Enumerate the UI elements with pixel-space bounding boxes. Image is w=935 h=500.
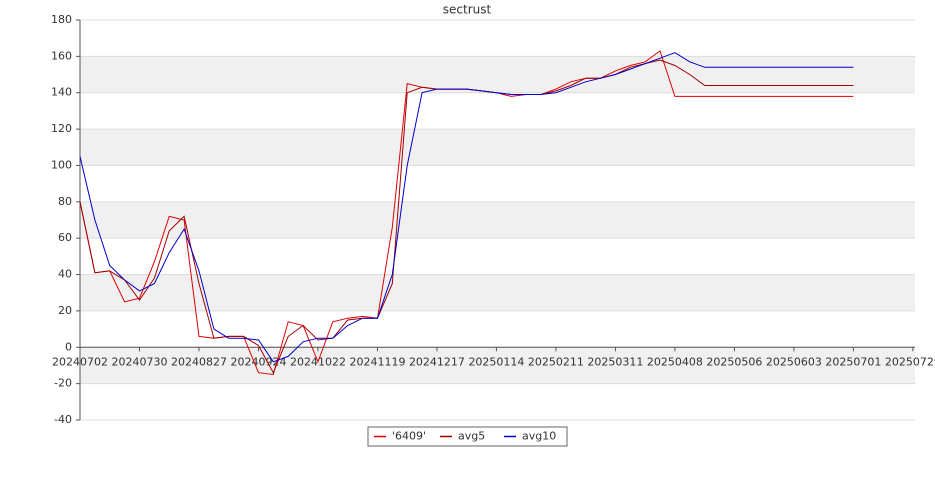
x-tick-label: 20250701 [825,355,881,368]
y-tick-label: 80 [58,195,72,208]
x-tick-label: 20250603 [766,355,822,368]
y-tick-label: 60 [58,231,72,244]
x-tick-label: 20241217 [409,355,465,368]
y-tick-label: 160 [51,49,72,62]
x-tick-label: 20241119 [349,355,405,368]
y-tick-label: 40 [58,268,72,281]
x-tick-label: 20250311 [587,355,643,368]
x-tick-label: 20240827 [171,355,227,368]
y-tick-label: 120 [51,122,72,135]
y-tick-label: 0 [65,340,72,353]
legend-label: '6409' [392,430,426,443]
grid-band [80,201,915,239]
grid-band [80,129,915,166]
x-tick-label: 20250211 [528,355,584,368]
grid-band [80,56,915,93]
x-tick-label: 20250114 [468,355,524,368]
y-tick-label: 100 [51,158,72,171]
x-tick-label: 20240702 [52,355,108,368]
y-tick-label: 20 [58,304,72,317]
y-tick-label: 140 [51,86,72,99]
legend-label: avg10 [522,430,556,443]
grid-band [80,274,915,311]
x-tick-label: 20250408 [647,355,703,368]
series-line [79,52,854,363]
x-tick-label: 20250729 [885,355,935,368]
x-tick-label: 20250506 [706,355,762,368]
grid-band [80,347,915,384]
y-tick-label: -20 [54,377,72,390]
chart-title: sectrust [443,3,492,17]
legend-label: avg5 [458,430,485,443]
y-tick-label: -40 [54,413,72,426]
x-tick-label: 20240730 [111,355,167,368]
y-tick-label: 180 [51,13,72,26]
legend-box [367,426,568,447]
x-tick-label: 20240924 [230,355,286,368]
